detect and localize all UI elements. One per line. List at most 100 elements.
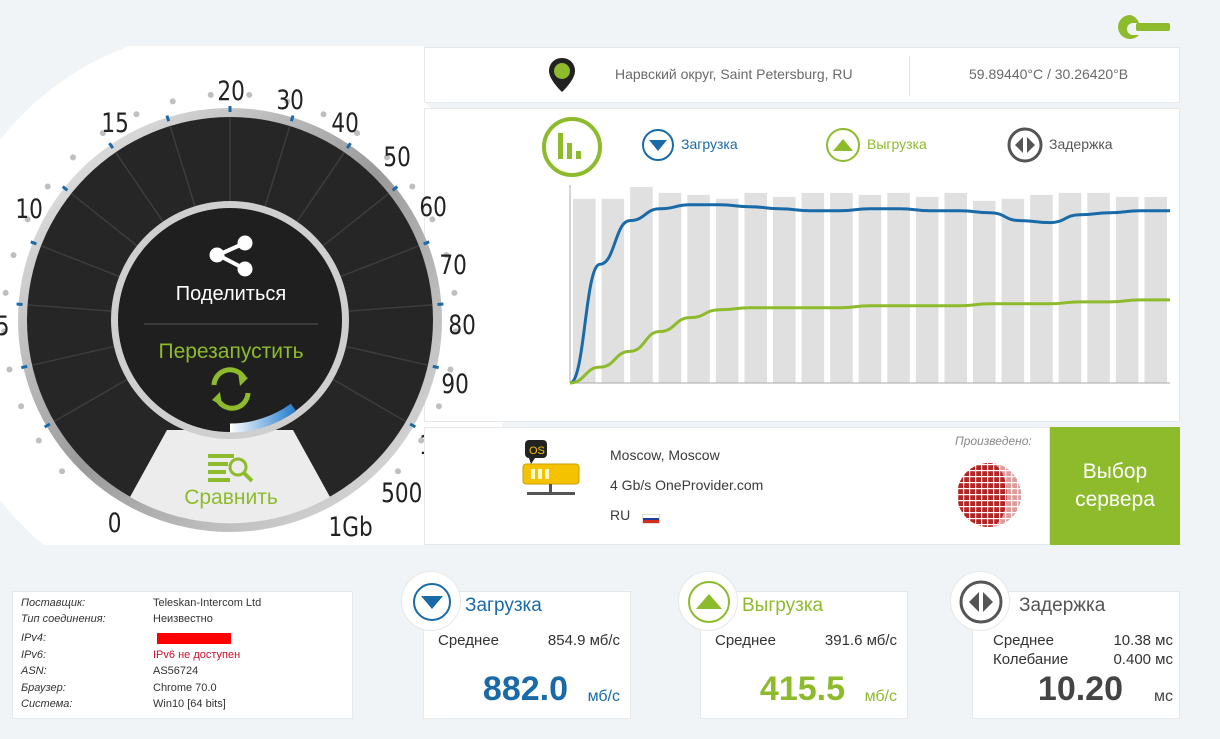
gauge-tick-500: 500 xyxy=(381,478,423,509)
chart-bar xyxy=(687,194,710,383)
gauge-segment-line xyxy=(339,344,429,366)
gauge-tick-0: 0 xyxy=(107,508,122,539)
chart-bar xyxy=(1144,196,1167,383)
gauge-dot xyxy=(1,328,8,335)
gauge-tick-mark xyxy=(409,422,417,429)
info-row-provider: Поставщик: Teleskan-Intercom Ltd xyxy=(21,597,351,613)
chart-bar xyxy=(773,196,796,383)
download-unit: мб/с xyxy=(587,688,620,705)
info-key: ASN: xyxy=(21,665,47,677)
gauge-dot xyxy=(435,403,442,410)
gauge-tick-mark xyxy=(30,240,37,246)
info-key: Браузер: xyxy=(21,682,66,694)
gauge-tick-80: 80 xyxy=(448,310,476,341)
gauge-segment-line xyxy=(115,151,168,228)
chart-lines xyxy=(569,203,1170,385)
gauge-dot xyxy=(429,216,436,223)
gauge-tick-20: 20 xyxy=(217,76,245,107)
share-button[interactable]: Поделиться xyxy=(175,283,287,305)
legend-upload[interactable]: Выгрузка xyxy=(826,128,927,162)
info-value: Неизвестно xyxy=(153,613,213,625)
restart-button[interactable]: Перезапустить xyxy=(158,340,304,363)
gauge-tick-40: 40 xyxy=(331,108,359,139)
chart-bar xyxy=(715,198,739,383)
gauge-tick-mark xyxy=(432,364,439,370)
upload-unit: мб/с xyxy=(864,688,897,705)
gauge-tick-90: 90 xyxy=(441,369,469,400)
gauge-segment-line xyxy=(341,304,433,313)
gauge-dot xyxy=(133,111,140,118)
refresh-icon xyxy=(211,367,251,411)
info-value: Chrome 70.0 xyxy=(153,682,217,694)
chart-bar xyxy=(801,192,825,383)
gauge-dot xyxy=(320,111,327,118)
speed-gauge xyxy=(1,91,459,532)
gauge-dot xyxy=(44,183,51,190)
gauge-dot xyxy=(24,216,31,223)
chart-bar xyxy=(658,192,682,383)
chart-bar xyxy=(944,192,967,383)
info-key: Система: xyxy=(21,698,73,710)
gauge-tick-50: 50 xyxy=(383,142,411,173)
info-value: Win10 [64 bits] xyxy=(153,698,226,710)
legend-upload-label: Выгрузка xyxy=(867,136,927,152)
gauge-tick-mark xyxy=(345,142,352,149)
latency-avg-label: Среднее xyxy=(993,632,1054,649)
info-key: Тип соединения: xyxy=(21,613,106,625)
gauge-dot xyxy=(452,328,459,335)
info-row-ipv4: IPv4: xyxy=(21,632,351,648)
gauge-tick-mark xyxy=(43,422,51,429)
speed-chart: Загрузка Выгрузка Задержка xyxy=(542,117,1170,385)
produced-label: Произведено: xyxy=(955,434,1032,448)
legend-download[interactable]: Загрузка xyxy=(642,129,738,161)
gauge-dot xyxy=(418,437,425,444)
compare-button[interactable]: Сравнить xyxy=(184,486,278,509)
upload-avg-label: Среднее xyxy=(715,632,776,649)
latency-value: 10.20 xyxy=(1037,670,1123,708)
location-bar: Нарвский округ, Saint Petersburg, RU 59.… xyxy=(424,47,1180,103)
gauge-segment-line xyxy=(262,125,291,214)
upload-card-icon xyxy=(678,571,738,631)
download-value: 882.0 xyxy=(482,670,568,708)
latency-card-title: Задержка xyxy=(1019,595,1106,616)
chart-bar xyxy=(1087,192,1110,383)
gauge-tick-15: 15 xyxy=(101,108,129,139)
gauge-dot xyxy=(447,366,454,373)
provider-globe-logo xyxy=(957,463,1021,527)
select-server-label-line2: сервера xyxy=(1075,488,1155,511)
info-value: Teleskan-Intercom Ltd xyxy=(153,597,262,609)
gauge-tick-70: 70 xyxy=(439,250,467,281)
gauge-dot xyxy=(451,289,458,296)
chart-bar xyxy=(1058,192,1082,383)
legend-latency[interactable]: Задержка xyxy=(1007,127,1113,163)
upload-value: 415.5 xyxy=(759,670,845,708)
ru-flag-icon xyxy=(642,514,660,524)
upload-card-title: Выгрузка xyxy=(742,595,824,616)
info-row-system: Система: Win10 [64 bits] xyxy=(21,698,351,714)
gauge-dots xyxy=(1,91,459,475)
download-avg-value: 854.9 мб/с xyxy=(547,632,620,649)
settings-wrench-icon[interactable] xyxy=(1118,12,1174,42)
gauge-dot xyxy=(169,98,176,105)
gauge-segment-line xyxy=(40,245,127,280)
chart-bar xyxy=(1030,194,1053,383)
info-key: Поставщик: xyxy=(21,597,86,609)
info-key: IPv6: xyxy=(21,649,47,661)
server-os-icon: OS xyxy=(522,440,580,495)
gauge-tick-mark xyxy=(61,185,69,192)
upload-series-line xyxy=(569,298,1170,385)
download-card-title: Загрузка xyxy=(465,595,542,616)
chart-bar xyxy=(573,198,596,383)
info-row-browser: Браузер: Chrome 70.0 xyxy=(21,682,351,698)
server-city: Moscow, Moscow xyxy=(610,447,720,463)
select-server-button[interactable]: Выбор сервера xyxy=(1050,427,1180,545)
latency-jitter-label: Колебание xyxy=(993,651,1069,668)
gauge-tick-mark xyxy=(108,142,115,149)
location-pin-icon xyxy=(549,58,575,92)
latency-unit: мс xyxy=(1154,688,1173,705)
gauge-segment-line xyxy=(27,304,119,313)
location-divider xyxy=(909,56,910,96)
location-place: Нарвский округ, Saint Petersburg, RU xyxy=(615,66,853,82)
info-row-connection-type: Тип соединения: Неизвестно xyxy=(21,613,351,629)
gauge-dot xyxy=(18,403,25,410)
